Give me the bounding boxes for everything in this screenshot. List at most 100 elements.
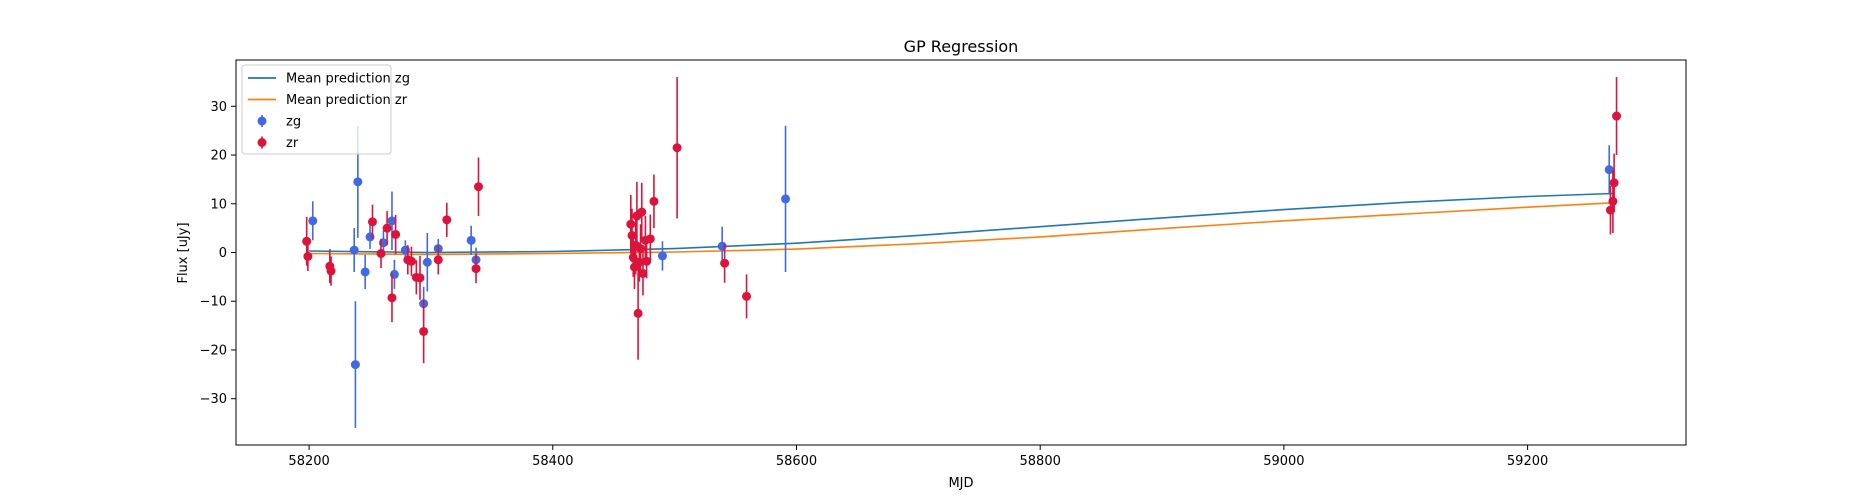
marker	[442, 215, 452, 225]
data-point-zr	[642, 244, 652, 279]
axes-frame	[235, 59, 1687, 446]
marker	[387, 293, 397, 303]
data-point-zr	[376, 238, 386, 269]
legend-label: Mean prediction zr	[286, 93, 408, 108]
marker	[303, 251, 313, 261]
marker	[308, 216, 318, 226]
legend-item-zg-errorbar: zg	[257, 115, 301, 130]
data-point-zg	[781, 125, 791, 272]
data-point-zr	[433, 245, 443, 275]
x-tick-label: 59000	[1263, 454, 1304, 469]
data-point-zr	[636, 224, 646, 273]
y-tick-label: −20	[200, 343, 227, 358]
data-point-zr	[419, 299, 429, 364]
marker	[634, 257, 644, 267]
marker	[406, 256, 416, 266]
data-point-zr	[391, 214, 401, 254]
marker	[672, 143, 682, 153]
y-tick-label: −30	[200, 392, 227, 407]
data-point-zr	[406, 246, 416, 276]
data-point-zr	[626, 194, 636, 254]
data-point-zg	[387, 191, 397, 251]
data-point-zr	[473, 157, 483, 216]
legend-swatch	[257, 116, 267, 126]
legend-item-zg-line: Mean prediction zg	[248, 72, 410, 87]
data-point-zg	[1604, 145, 1614, 195]
data-point-zg	[350, 301, 360, 428]
y-axis-ticks: −30 −20 −10 0 10 20 30	[200, 100, 236, 407]
legend-item-zr-line: Mean prediction zr	[248, 93, 408, 108]
data-point-zr	[633, 267, 643, 360]
marker	[720, 258, 730, 268]
marker	[473, 182, 483, 192]
mean-line-zr	[309, 202, 1613, 256]
data-point-zg	[308, 201, 318, 241]
marker	[326, 266, 336, 276]
legend-item-zr-errorbar: zr	[257, 136, 299, 151]
x-tick-label: 58400	[532, 454, 573, 469]
marker	[1612, 111, 1622, 121]
data-point-zr	[645, 214, 655, 264]
marker	[387, 216, 397, 226]
data-point-zg	[360, 254, 370, 290]
y-tick-label: −10	[200, 295, 227, 310]
marker	[382, 223, 392, 233]
marker	[633, 308, 643, 318]
data-point-zr	[382, 211, 392, 246]
legend-label: zg	[286, 115, 301, 130]
legend-swatch	[257, 138, 267, 147]
data-point-zr	[442, 202, 452, 237]
x-tick-label: 59200	[1507, 454, 1548, 469]
data-point-zr	[720, 243, 730, 283]
x-tick-label: 58600	[776, 454, 817, 469]
marker	[636, 244, 646, 254]
marker	[350, 360, 360, 370]
marker	[376, 248, 386, 258]
data-point-zr	[1609, 153, 1619, 213]
x-tick-label: 58800	[1020, 454, 1061, 469]
data-point-zg	[422, 233, 432, 292]
data-point-zr	[367, 204, 377, 239]
x-axis-ticks: 58200 58400 58600 58800 59000 59200	[288, 445, 1548, 469]
marker	[391, 229, 401, 239]
marker	[638, 268, 648, 278]
data-point-zg	[349, 228, 359, 272]
y-tick-label: 30	[210, 100, 227, 115]
chart-title: GP Regression	[904, 37, 1019, 56]
legend: Mean prediction zg Mean prediction zr zg zr	[241, 64, 410, 155]
marker	[645, 234, 655, 244]
data-point-zr	[1612, 77, 1622, 156]
data-point-zr	[471, 253, 481, 284]
marker	[626, 219, 636, 229]
marker	[1608, 196, 1618, 206]
x-axis-label: MJD	[948, 476, 973, 491]
data-point-zr	[326, 256, 336, 286]
data-point-zr	[742, 274, 752, 319]
y-tick-label: 10	[210, 197, 227, 212]
marker	[349, 245, 359, 255]
legend-label: zr	[286, 136, 299, 151]
marker	[627, 230, 637, 240]
y-axis-label: Flux [uJy]	[176, 222, 191, 283]
plot-area	[302, 77, 1622, 428]
data-point-zr	[672, 77, 682, 219]
data-point-zr	[387, 273, 397, 323]
y-tick-label: 0	[219, 246, 227, 261]
marker	[1604, 165, 1614, 175]
legend-label: Mean prediction zg	[286, 72, 410, 87]
marker	[642, 256, 652, 266]
marker	[1609, 178, 1619, 188]
legend-box	[241, 64, 392, 155]
marker	[742, 291, 752, 301]
data-point-zr	[303, 241, 313, 272]
data-point-zr	[415, 255, 425, 300]
marker	[637, 207, 647, 217]
marker	[466, 235, 476, 245]
marker	[433, 255, 443, 265]
x-tick-label: 58200	[288, 454, 329, 469]
marker	[302, 236, 312, 246]
marker	[360, 267, 370, 277]
marker	[781, 194, 791, 204]
data-point-zg	[657, 241, 667, 271]
